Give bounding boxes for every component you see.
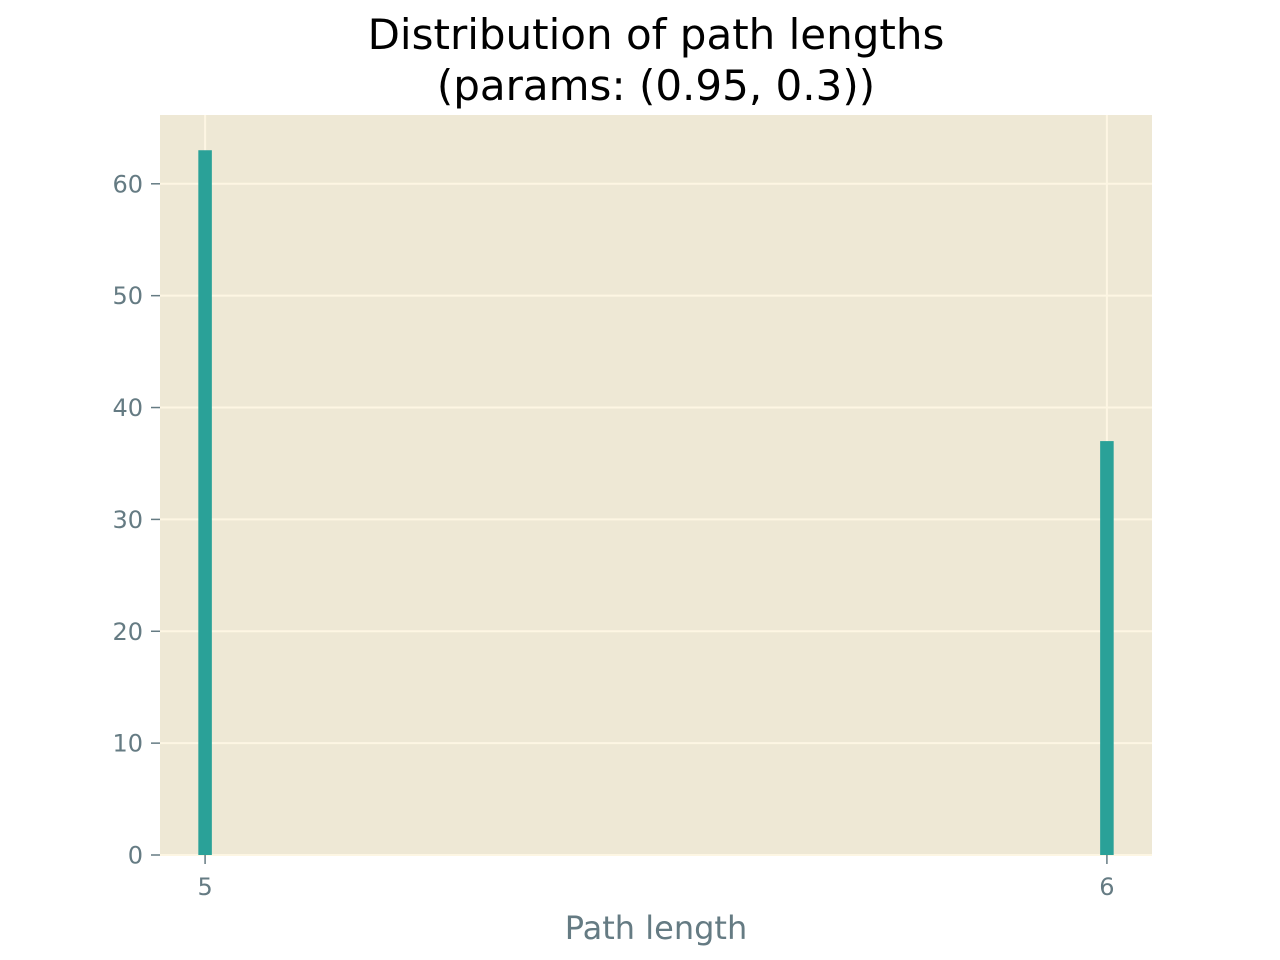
chart-title-line-2: (params: (0.95, 0.3)) xyxy=(437,61,875,110)
x-tick-label: 6 xyxy=(1099,873,1114,901)
bar-5 xyxy=(198,150,212,855)
bar-6 xyxy=(1100,441,1114,855)
bars xyxy=(198,150,1114,855)
axis-ticks: 0 10 20 30 40 50 60 5 6 xyxy=(112,170,1114,901)
y-tick-label: 40 xyxy=(112,394,143,422)
x-tick-label: 5 xyxy=(197,873,212,901)
y-tick-label: 10 xyxy=(112,730,143,758)
y-tick-label: 50 xyxy=(112,282,143,310)
plot-area xyxy=(160,115,1152,855)
y-tick-label: 20 xyxy=(112,618,143,646)
y-tick-label: 60 xyxy=(112,170,143,198)
y-tick-label: 30 xyxy=(112,506,143,534)
chart-title-line-1: Distribution of path lengths xyxy=(368,10,945,59)
x-axis-label: Path length xyxy=(565,909,747,947)
y-tick-label: 0 xyxy=(128,842,143,870)
